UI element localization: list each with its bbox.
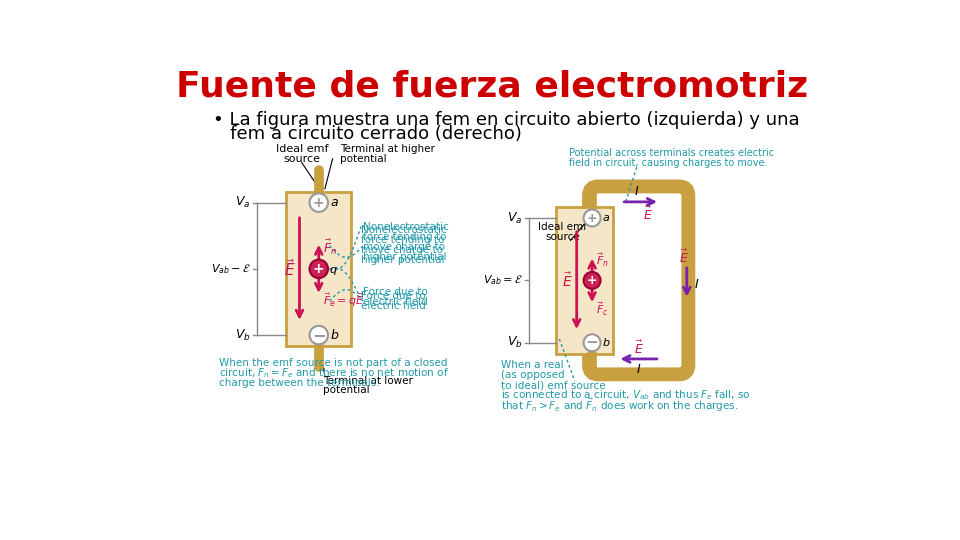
Text: a: a — [330, 196, 338, 209]
Text: $\vec{E}$: $\vec{E}$ — [634, 340, 643, 357]
Text: Nonelectrostatic: Nonelectrostatic — [363, 221, 448, 232]
Text: a: a — [603, 213, 610, 223]
Text: q: q — [329, 265, 337, 275]
Text: $\vec{E}$: $\vec{E}$ — [563, 271, 573, 290]
Text: potential: potential — [340, 154, 387, 164]
FancyBboxPatch shape — [286, 192, 351, 346]
Text: • La figura muestra una fem en circuito abierto (izquierda) y una: • La figura muestra una fem en circuito … — [213, 111, 800, 129]
Text: $V_b$: $V_b$ — [507, 335, 522, 350]
Text: potential: potential — [323, 384, 370, 395]
Text: $\vec{F}_c$: $\vec{F}_c$ — [596, 301, 609, 319]
Text: Ideal emf: Ideal emf — [539, 221, 588, 232]
Text: $V_b$: $V_b$ — [235, 328, 251, 342]
Text: When the emf source is not part of a closed: When the emf source is not part of a clo… — [219, 358, 447, 368]
Circle shape — [584, 210, 601, 226]
Text: When a real: When a real — [501, 360, 564, 370]
Text: Force due to: Force due to — [361, 291, 426, 301]
Text: +: + — [313, 262, 324, 276]
Text: $V_{ab} - \mathcal{E}$: $V_{ab} - \mathcal{E}$ — [210, 262, 251, 276]
Text: Force due to: Force due to — [363, 287, 428, 297]
Circle shape — [584, 272, 601, 289]
Text: $V_a$: $V_a$ — [235, 195, 251, 210]
Text: source: source — [283, 154, 321, 164]
Text: source: source — [545, 232, 580, 241]
Text: I: I — [636, 363, 640, 376]
Text: Terminal at lower: Terminal at lower — [323, 375, 413, 386]
Text: field in circuit, causing charges to move.: field in circuit, causing charges to mov… — [569, 158, 767, 168]
Text: fem a circuito cerrado (derecho): fem a circuito cerrado (derecho) — [213, 125, 522, 143]
Text: that $F_n > F_e$ and $\vec{F}_n$ does work on the charges.: that $F_n > F_e$ and $\vec{F}_n$ does wo… — [501, 396, 739, 414]
Text: move charge to: move charge to — [363, 241, 445, 252]
Text: Nonelectrostatic: Nonelectrostatic — [361, 225, 446, 235]
Text: $\vec{E}$: $\vec{E}$ — [643, 206, 653, 223]
Text: I: I — [694, 278, 698, 291]
Text: +: + — [587, 212, 597, 225]
Circle shape — [584, 334, 601, 351]
Text: Terminal at higher: Terminal at higher — [340, 145, 435, 154]
Text: −: − — [586, 335, 598, 350]
FancyBboxPatch shape — [556, 207, 613, 354]
Text: $\vec{E}$: $\vec{E}$ — [284, 258, 296, 279]
Text: force tending to: force tending to — [361, 235, 444, 245]
Text: force tending to: force tending to — [363, 232, 446, 241]
Text: +: + — [587, 274, 597, 287]
Text: higher potential: higher potential — [361, 255, 444, 265]
Text: is connected to a circuit, $V_{ab}$ and thus $F_e$ fall, so: is connected to a circuit, $V_{ab}$ and … — [501, 388, 751, 402]
Text: Fuente de fuerza electromotriz: Fuente de fuerza electromotriz — [176, 69, 808, 103]
Text: move charge to: move charge to — [361, 245, 444, 255]
Text: charge between the terminals.: charge between the terminals. — [219, 378, 379, 388]
Text: Ideal emf: Ideal emf — [276, 145, 328, 154]
Circle shape — [309, 260, 328, 278]
Text: −: − — [312, 326, 325, 344]
Circle shape — [309, 193, 328, 212]
Text: $\vec{E}$: $\vec{E}$ — [679, 248, 688, 266]
Circle shape — [309, 326, 328, 345]
Text: Potential across terminals creates electric: Potential across terminals creates elect… — [569, 148, 774, 158]
Text: higher potential: higher potential — [363, 252, 446, 261]
Text: electric field: electric field — [363, 297, 428, 307]
Text: electric field: electric field — [361, 301, 426, 311]
Text: $V_a$: $V_a$ — [507, 211, 522, 226]
Text: $\vec{F}_n$: $\vec{F}_n$ — [323, 238, 337, 257]
Text: I: I — [635, 185, 638, 198]
Text: $\vec{F}_e = q\vec{E}$: $\vec{F}_e = q\vec{E}$ — [323, 291, 364, 308]
Text: $V_{ab} = \mathcal{E}$: $V_{ab} = \mathcal{E}$ — [483, 273, 522, 287]
Text: circuit, $F_n = F_e$ and there is no net motion of: circuit, $F_n = F_e$ and there is no net… — [219, 366, 448, 380]
Text: to ideal) emf source: to ideal) emf source — [501, 380, 606, 390]
Text: b: b — [603, 338, 610, 348]
Text: +: + — [313, 195, 324, 210]
Text: $\vec{F}_n$: $\vec{F}_n$ — [596, 252, 609, 269]
Text: (as opposed: (as opposed — [501, 370, 564, 380]
Text: b: b — [330, 328, 338, 342]
